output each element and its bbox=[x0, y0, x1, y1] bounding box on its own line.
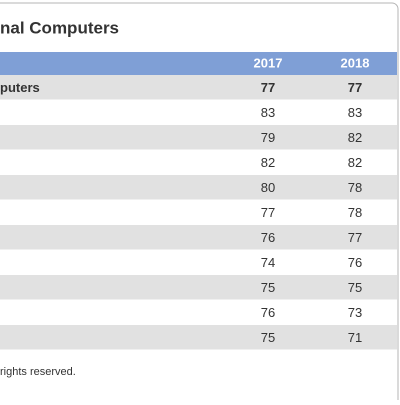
cell-value: 83 bbox=[348, 105, 362, 120]
table-row bbox=[0, 100, 397, 125]
cell-value: 82 bbox=[348, 130, 362, 145]
table-row bbox=[0, 250, 397, 275]
cell-value: 71 bbox=[348, 330, 362, 345]
cell-value: 80 bbox=[261, 180, 275, 195]
cell-value: 78 bbox=[348, 205, 362, 220]
cell-value: 82 bbox=[261, 155, 275, 170]
cell-value: 75 bbox=[261, 280, 275, 295]
table-row bbox=[0, 175, 397, 200]
cell-value: 77 bbox=[348, 230, 362, 245]
cell-value: 75 bbox=[348, 280, 362, 295]
table-row bbox=[0, 200, 397, 225]
footer: rights reserved. bbox=[0, 366, 76, 378]
cell-value: 77 bbox=[348, 80, 362, 95]
cell-value: 78 bbox=[348, 180, 362, 195]
cell-value: 77 bbox=[261, 80, 275, 95]
table-row bbox=[0, 150, 397, 175]
cell-value: 83 bbox=[261, 105, 275, 120]
table-row bbox=[0, 300, 397, 325]
cell-value: 75 bbox=[261, 330, 275, 345]
cell-value: 77 bbox=[261, 205, 275, 220]
table-row bbox=[0, 225, 397, 250]
cell-value: 76 bbox=[261, 305, 275, 320]
cell-value: 82 bbox=[348, 155, 362, 170]
table-title: nal Computers bbox=[0, 18, 119, 37]
cell-value: 76 bbox=[261, 230, 275, 245]
table-row bbox=[0, 325, 397, 350]
cell-value: 76 bbox=[348, 255, 362, 270]
cell-value: 73 bbox=[348, 305, 362, 320]
table-row bbox=[0, 275, 397, 300]
table-row bbox=[0, 125, 397, 150]
cell-value: 79 bbox=[261, 130, 275, 145]
column-header: 2017 bbox=[254, 55, 283, 70]
row-label: puters bbox=[0, 80, 40, 95]
column-header: 2018 bbox=[341, 55, 370, 70]
header-row bbox=[0, 52, 397, 75]
cell-value: 74 bbox=[261, 255, 275, 270]
table-row bbox=[0, 75, 397, 100]
